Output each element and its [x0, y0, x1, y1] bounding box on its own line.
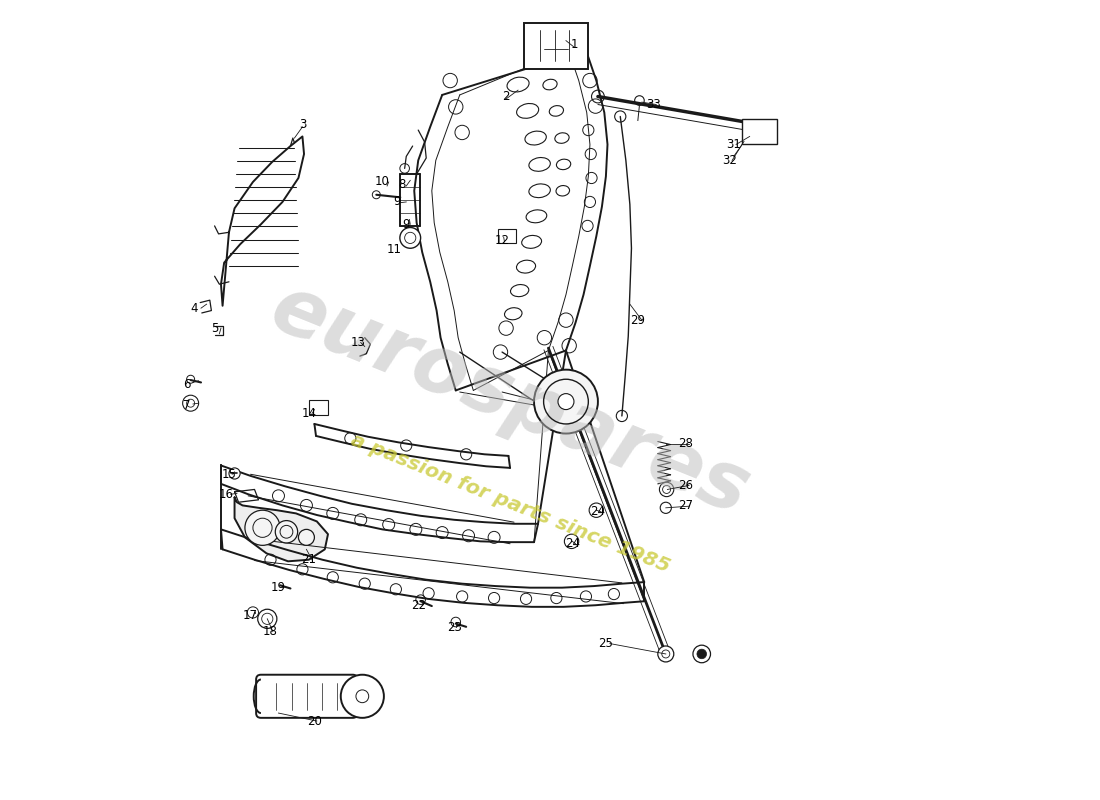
Circle shape	[275, 521, 298, 543]
Circle shape	[298, 530, 315, 546]
Circle shape	[534, 370, 598, 434]
FancyBboxPatch shape	[309, 400, 328, 415]
Text: 26: 26	[679, 479, 693, 492]
Text: 21: 21	[301, 554, 317, 566]
Text: 29: 29	[630, 314, 646, 326]
Circle shape	[693, 645, 711, 662]
Text: 24: 24	[565, 538, 580, 550]
Text: 24: 24	[591, 506, 605, 518]
Text: 19: 19	[271, 581, 286, 594]
Text: 13: 13	[351, 336, 366, 349]
Text: 31: 31	[726, 138, 741, 151]
FancyBboxPatch shape	[498, 229, 516, 243]
FancyBboxPatch shape	[741, 119, 777, 145]
Text: 28: 28	[679, 438, 693, 450]
Polygon shape	[234, 498, 328, 562]
Circle shape	[590, 503, 604, 518]
Text: 7: 7	[183, 399, 190, 412]
Text: 18: 18	[263, 625, 278, 638]
Text: 2: 2	[503, 90, 509, 103]
Circle shape	[257, 610, 277, 629]
Circle shape	[229, 468, 240, 479]
Text: 1: 1	[570, 38, 578, 51]
Circle shape	[400, 227, 420, 248]
Circle shape	[658, 646, 674, 662]
Text: 12: 12	[495, 234, 509, 246]
Text: 33: 33	[647, 98, 661, 111]
Text: 5: 5	[211, 322, 218, 334]
Text: 20: 20	[307, 714, 322, 727]
Text: 3: 3	[299, 118, 306, 131]
Circle shape	[558, 394, 574, 410]
Circle shape	[659, 482, 674, 497]
Text: a passion for parts since 1985: a passion for parts since 1985	[348, 431, 672, 577]
Text: 11: 11	[387, 243, 402, 256]
Circle shape	[564, 534, 579, 549]
Circle shape	[183, 395, 199, 411]
Text: 25: 25	[598, 637, 614, 650]
Circle shape	[341, 674, 384, 718]
Text: 17: 17	[243, 609, 258, 622]
Text: 14: 14	[301, 407, 317, 420]
Text: 15: 15	[221, 468, 236, 481]
Text: 27: 27	[679, 499, 693, 512]
FancyBboxPatch shape	[256, 674, 358, 718]
FancyBboxPatch shape	[524, 23, 589, 70]
Text: 16: 16	[219, 488, 234, 501]
Text: 10: 10	[375, 175, 389, 189]
Text: 4: 4	[191, 302, 198, 314]
Text: 22: 22	[410, 598, 426, 612]
Text: 32: 32	[723, 154, 737, 167]
Text: 9: 9	[393, 195, 400, 209]
Text: 6: 6	[183, 378, 190, 390]
Text: 8: 8	[398, 178, 406, 191]
Circle shape	[697, 649, 706, 658]
Circle shape	[245, 510, 280, 546]
Text: eurospares: eurospares	[260, 269, 760, 531]
Text: 23: 23	[447, 621, 462, 634]
Text: 9: 9	[403, 218, 410, 231]
Circle shape	[248, 607, 258, 618]
